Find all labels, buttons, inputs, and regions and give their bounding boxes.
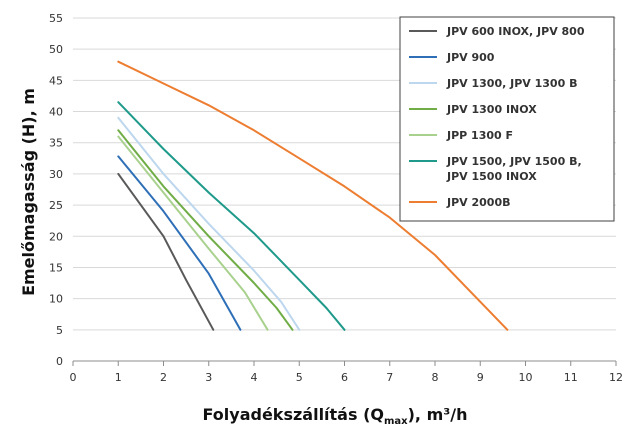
x-tick-label: 2 <box>160 371 167 384</box>
legend-label-6: JPV 1500, JPV 1500 B, <box>446 155 582 168</box>
y-tick-label: 0 <box>56 355 63 368</box>
series-lines <box>117 60 509 331</box>
x-tick-label: 8 <box>432 371 439 384</box>
axes <box>72 360 617 366</box>
series-line-7 <box>117 60 509 331</box>
x-tick-label: 6 <box>341 371 348 384</box>
x-axis-label-suffix: ), m³/h <box>408 405 468 424</box>
legend-label-3: JPV 1300, JPV 1300 B <box>446 77 577 90</box>
y-tick-label: 45 <box>49 74 63 87</box>
x-axis-label-subscript: max <box>384 416 408 427</box>
x-tick-label: 1 <box>115 371 122 384</box>
y-tick-label: 15 <box>49 261 63 274</box>
x-tick-labels: 0 1 2 3 4 5 6 7 8 9 10 11 12 <box>70 371 624 384</box>
series-line-4 <box>117 129 294 331</box>
x-tick-label: 7 <box>386 371 393 384</box>
legend: JPV 600 INOX, JPV 800 JPV 900 JPV 1300, JP… <box>399 16 615 222</box>
legend-label-5: JPP 1300 F <box>446 129 513 142</box>
y-tick-label: 20 <box>49 230 63 243</box>
x-axis-label: Folyadékszállítás (Qmax), m³/h <box>203 405 468 427</box>
x-tick-label: 5 <box>296 371 303 384</box>
x-tick-label: 11 <box>564 371 578 384</box>
y-tick-label: 10 <box>49 293 63 306</box>
legend-label-7: JPV 2000B <box>446 196 511 209</box>
y-tick-label: 5 <box>56 324 63 337</box>
y-tick-label: 40 <box>49 106 63 119</box>
legend-label-1: JPV 600 INOX, JPV 800 <box>446 25 585 38</box>
x-tick-label: 4 <box>251 371 258 384</box>
legend-label-2: JPV 900 <box>446 51 495 64</box>
series-line-3 <box>117 116 301 331</box>
series-line-1 <box>117 172 215 331</box>
y-axis-label: Emelőmagasság (H), m <box>19 88 38 296</box>
y-tick-label: 55 <box>49 12 63 25</box>
x-tick-label: 10 <box>519 371 533 384</box>
legend-label-6: JPV 1500 INOX <box>446 170 537 183</box>
x-tick-label: 9 <box>477 371 484 384</box>
x-tick-label: 12 <box>609 371 623 384</box>
series-line-2 <box>117 155 242 331</box>
series-line-6 <box>117 101 346 331</box>
legend-box <box>399 16 615 222</box>
x-tick-label: 3 <box>205 371 212 384</box>
y-tick-label: 25 <box>49 199 63 212</box>
series-line-5 <box>117 135 269 331</box>
y-tick-labels: 0 5 10 15 20 25 30 35 40 45 50 55 <box>49 12 63 368</box>
y-tick-label: 50 <box>49 43 63 56</box>
y-tick-label: 30 <box>49 168 63 181</box>
x-axis-label-prefix: Folyadékszállítás (Q <box>203 405 384 424</box>
x-tick-label: 0 <box>70 371 77 384</box>
legend-label-4: JPV 1300 INOX <box>446 103 537 116</box>
y-tick-label: 35 <box>49 137 63 150</box>
